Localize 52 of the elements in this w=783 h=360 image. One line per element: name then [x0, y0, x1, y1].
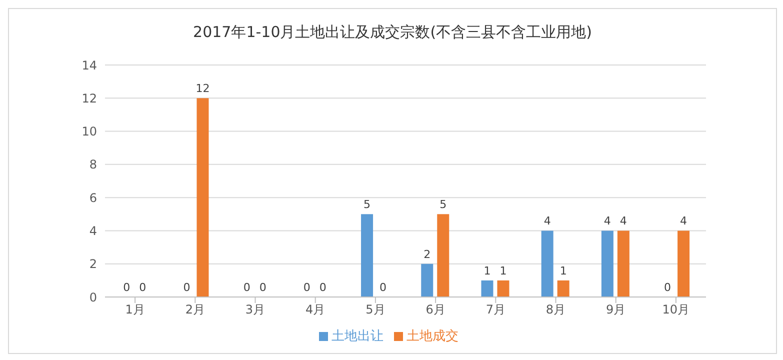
bar: [421, 264, 434, 297]
y-tick-label: 8: [89, 158, 97, 172]
data-label: 4: [604, 214, 611, 228]
data-label: 2: [424, 248, 431, 261]
y-tick-label: 6: [89, 190, 97, 205]
x-tick-label: 4月: [306, 302, 326, 317]
bar: [196, 98, 209, 297]
x-tick-label: 10月: [662, 302, 690, 317]
data-label: 0: [243, 281, 250, 294]
bar: [617, 230, 630, 297]
chart-title: 2017年1-10月土地出让及成交宗数(不含三县不含工业用地): [192, 22, 593, 43]
x-tick-label: 3月: [245, 302, 266, 317]
y-tick-label: 12: [82, 91, 97, 106]
data-label: 1: [500, 264, 507, 278]
data-label: 4: [544, 214, 551, 228]
bar: [361, 214, 374, 297]
data-label: 1: [560, 264, 567, 278]
data-label: 4: [680, 214, 688, 228]
data-label: 0: [183, 281, 190, 294]
x-tick-label: 2月: [185, 302, 205, 317]
bar: [557, 280, 570, 297]
bar: [541, 230, 554, 297]
data-label: 1: [484, 264, 491, 278]
x-tick-label: 5月: [366, 302, 386, 317]
x-tick-label: 7月: [486, 302, 506, 317]
bar: [601, 230, 614, 297]
x-tick-label: 8月: [546, 302, 566, 317]
data-label: 12: [196, 82, 210, 96]
y-tick-label: 14: [82, 58, 97, 72]
data-label: 0: [303, 281, 310, 294]
x-tick-label: 9月: [606, 302, 626, 317]
bar: [437, 214, 450, 297]
bar: [481, 280, 494, 297]
x-tick-label: 1月: [125, 302, 145, 317]
bar: [678, 230, 690, 297]
data-label: 0: [319, 281, 326, 294]
data-label: 0: [664, 281, 672, 294]
x-tick-label: 6月: [426, 302, 446, 317]
y-tick-label: 4: [89, 224, 97, 238]
data-label: 4: [620, 214, 627, 228]
legend-label: 土地成交: [406, 329, 458, 344]
data-label: 5: [364, 198, 371, 212]
data-label: 5: [440, 198, 447, 212]
data-label: 0: [380, 281, 387, 294]
y-tick-label: 2: [89, 257, 97, 272]
y-tick-label: 10: [82, 124, 97, 139]
data-label: 0: [123, 281, 130, 294]
bar: [497, 280, 510, 297]
y-tick-label: 0: [89, 290, 97, 304]
data-label: 0: [139, 281, 146, 294]
legend-label: 土地出让: [332, 329, 384, 344]
data-label: 0: [259, 281, 266, 294]
